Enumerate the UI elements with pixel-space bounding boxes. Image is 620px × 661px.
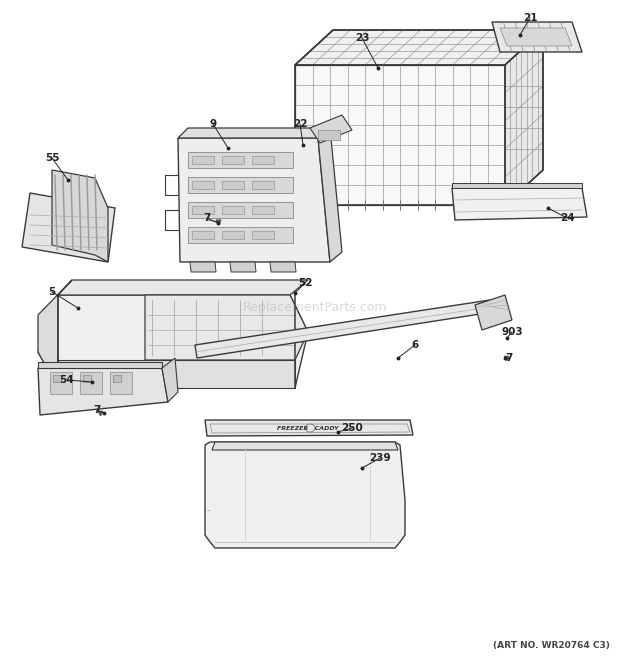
Bar [318, 130, 340, 140]
Text: 250: 250 [341, 423, 363, 433]
Text: 6: 6 [412, 340, 418, 350]
Polygon shape [310, 115, 352, 143]
Bar [113, 375, 121, 382]
Text: 9: 9 [210, 119, 216, 129]
Bar [222, 231, 244, 239]
Polygon shape [205, 420, 413, 436]
Bar [222, 156, 244, 164]
Polygon shape [452, 188, 587, 220]
Polygon shape [205, 442, 405, 548]
Text: 22: 22 [293, 119, 308, 129]
Bar [188, 227, 293, 243]
Text: FREEZER   CADDY: FREEZER CADDY [277, 426, 339, 430]
Polygon shape [38, 280, 72, 388]
Polygon shape [270, 262, 296, 272]
Text: 239: 239 [369, 453, 391, 463]
Polygon shape [230, 262, 256, 272]
Bar [188, 202, 293, 218]
Polygon shape [178, 138, 330, 262]
Bar [252, 206, 274, 214]
Bar [80, 372, 102, 394]
Polygon shape [212, 442, 398, 450]
Polygon shape [452, 183, 582, 188]
Polygon shape [492, 22, 582, 52]
Bar [252, 181, 274, 189]
Polygon shape [58, 360, 295, 388]
Bar [83, 375, 91, 382]
Text: 55: 55 [45, 153, 60, 163]
Text: 5: 5 [48, 287, 56, 297]
Bar [222, 206, 244, 214]
Bar [192, 206, 214, 214]
Bar [222, 181, 244, 189]
Bar [252, 156, 274, 164]
Polygon shape [295, 30, 333, 65]
Bar [192, 231, 214, 239]
Text: (ART NO. WR20764 C3): (ART NO. WR20764 C3) [493, 641, 610, 650]
Text: ReplacementParts.com: ReplacementParts.com [243, 301, 388, 315]
Text: 54: 54 [60, 375, 74, 385]
Bar [188, 177, 293, 193]
Text: 7: 7 [94, 405, 100, 415]
Polygon shape [295, 30, 543, 65]
Polygon shape [38, 295, 308, 388]
Polygon shape [58, 280, 308, 295]
Text: 903: 903 [501, 327, 523, 337]
Bar [252, 231, 274, 239]
Bar [110, 372, 132, 394]
Polygon shape [505, 30, 543, 205]
Polygon shape [38, 368, 168, 415]
Polygon shape [162, 358, 178, 402]
Polygon shape [52, 170, 108, 262]
Polygon shape [145, 295, 308, 360]
Text: 7: 7 [203, 213, 211, 223]
Polygon shape [190, 262, 216, 272]
Polygon shape [38, 362, 162, 368]
Text: 7: 7 [505, 353, 513, 363]
Bar [192, 156, 214, 164]
Polygon shape [500, 28, 572, 46]
Text: 24: 24 [560, 213, 574, 223]
Bar [192, 181, 214, 189]
Polygon shape [22, 193, 115, 262]
Text: 23: 23 [355, 33, 370, 43]
Bar [188, 152, 293, 168]
Bar [50, 372, 72, 394]
Polygon shape [178, 128, 330, 138]
Text: 21: 21 [523, 13, 538, 23]
Polygon shape [475, 295, 512, 330]
Bar [53, 375, 61, 382]
Text: 52: 52 [298, 278, 312, 288]
Polygon shape [195, 300, 493, 358]
Polygon shape [295, 65, 505, 205]
Polygon shape [318, 128, 342, 262]
